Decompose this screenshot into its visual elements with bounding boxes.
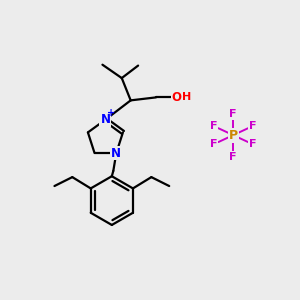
Text: O: O bbox=[172, 91, 182, 104]
Text: F: F bbox=[210, 139, 218, 149]
Text: P: P bbox=[229, 129, 238, 142]
Text: F: F bbox=[249, 121, 256, 131]
Text: H: H bbox=[182, 92, 191, 102]
Text: F: F bbox=[249, 139, 256, 149]
Text: +: + bbox=[107, 108, 115, 118]
Text: F: F bbox=[210, 121, 218, 131]
Text: F: F bbox=[230, 109, 237, 119]
Text: F: F bbox=[230, 152, 237, 161]
Text: N: N bbox=[111, 146, 121, 160]
Text: N: N bbox=[100, 113, 110, 126]
